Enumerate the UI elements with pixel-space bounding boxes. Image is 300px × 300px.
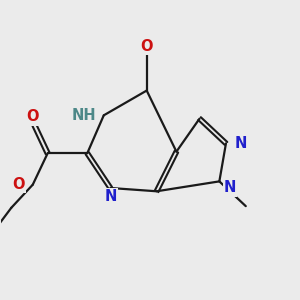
Text: N: N (104, 189, 117, 204)
Text: O: O (12, 177, 24, 192)
Text: O: O (27, 110, 39, 124)
Text: O: O (140, 39, 153, 54)
Text: N: N (224, 180, 236, 195)
Text: NH: NH (72, 108, 96, 123)
Text: N: N (234, 136, 247, 151)
